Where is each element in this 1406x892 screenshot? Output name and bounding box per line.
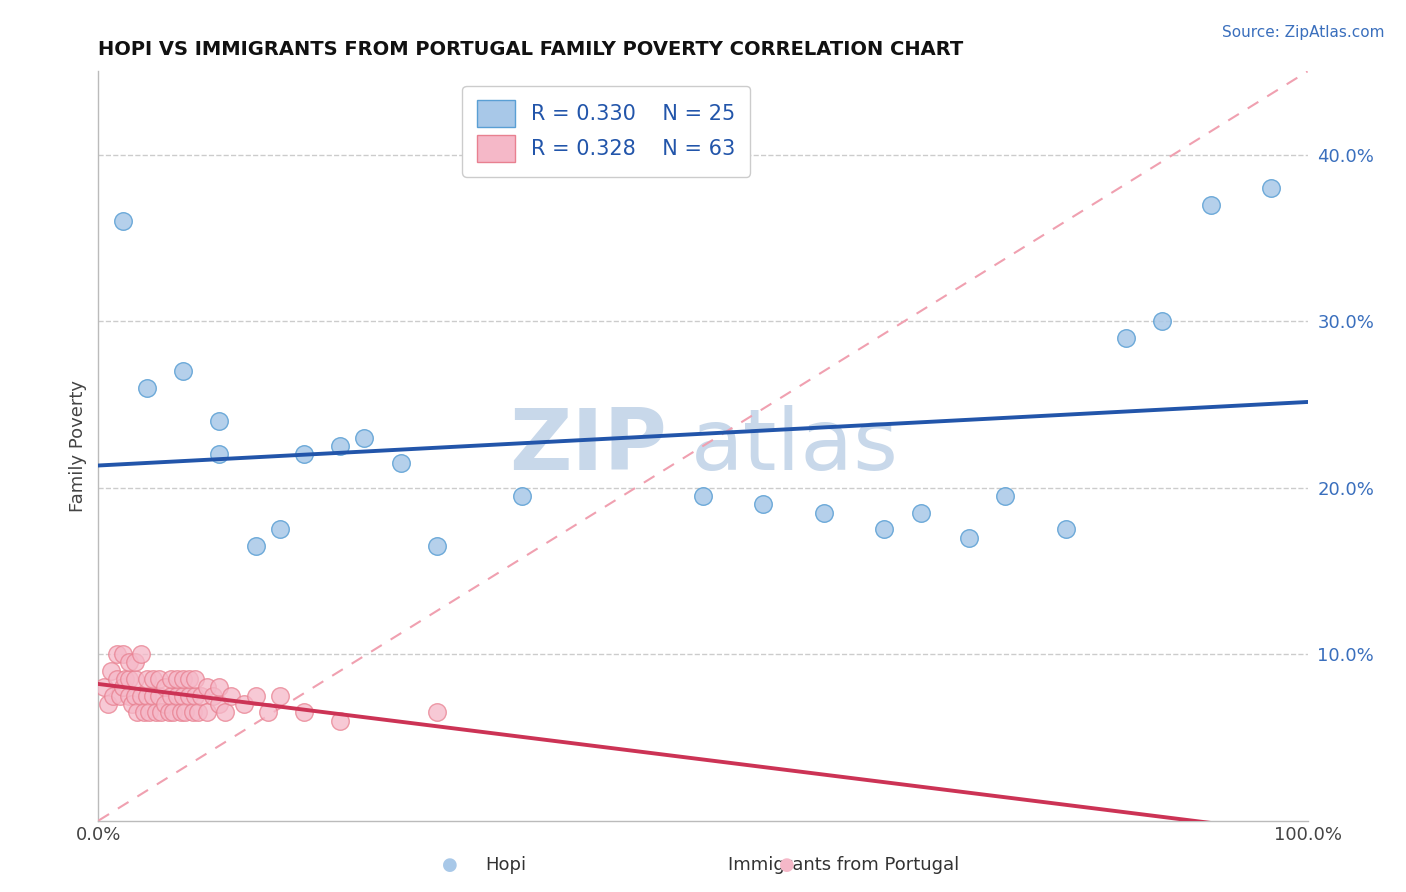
- Point: [134, 706, 156, 720]
- Point: [108, 689, 131, 703]
- Point: [142, 689, 165, 703]
- Point: [752, 497, 775, 511]
- Point: [166, 672, 188, 686]
- Point: [162, 706, 184, 720]
- Point: [166, 689, 188, 703]
- Point: [135, 672, 157, 686]
- Point: [100, 664, 122, 678]
- Text: atlas: atlas: [690, 404, 898, 488]
- Point: [245, 539, 267, 553]
- Point: [124, 672, 146, 686]
- Point: [105, 672, 128, 686]
- Point: [124, 689, 146, 703]
- Point: [184, 672, 207, 686]
- Point: [179, 672, 201, 686]
- Point: [214, 706, 236, 720]
- Point: [129, 689, 152, 703]
- Point: [105, 647, 128, 661]
- Point: [157, 706, 180, 720]
- Point: [208, 681, 231, 695]
- Point: [118, 689, 141, 703]
- Point: [329, 439, 352, 453]
- Point: [957, 531, 980, 545]
- Point: [910, 506, 932, 520]
- Point: [245, 689, 267, 703]
- Point: [135, 689, 157, 703]
- Point: [195, 681, 218, 695]
- Point: [135, 381, 157, 395]
- Point: [184, 689, 207, 703]
- Point: [353, 431, 375, 445]
- Point: [148, 672, 170, 686]
- Point: [1054, 522, 1077, 536]
- Point: [190, 689, 212, 703]
- Point: [118, 656, 141, 670]
- Point: [172, 364, 194, 378]
- Point: [994, 489, 1017, 503]
- Point: [153, 697, 176, 711]
- Point: [208, 414, 231, 428]
- Point: [138, 706, 160, 720]
- Point: [292, 447, 315, 461]
- Text: ●: ●: [779, 855, 796, 873]
- Point: [172, 689, 194, 703]
- Text: HOPI VS IMMIGRANTS FROM PORTUGAL FAMILY POVERTY CORRELATION CHART: HOPI VS IMMIGRANTS FROM PORTUGAL FAMILY …: [98, 39, 963, 59]
- Point: [256, 706, 278, 720]
- Point: [127, 706, 149, 720]
- Point: [114, 672, 136, 686]
- Point: [269, 522, 291, 536]
- Point: [124, 656, 146, 670]
- Point: [121, 697, 143, 711]
- Point: [1115, 331, 1137, 345]
- Point: [269, 689, 291, 703]
- Point: [111, 681, 134, 695]
- Point: [195, 706, 218, 720]
- Point: [510, 489, 533, 503]
- Point: [221, 689, 243, 703]
- Point: [232, 697, 254, 711]
- Text: ●: ●: [441, 855, 458, 873]
- Point: [153, 681, 176, 695]
- Y-axis label: Family Poverty: Family Poverty: [69, 380, 87, 512]
- Point: [118, 672, 141, 686]
- Point: [111, 647, 134, 661]
- Text: Hopi: Hopi: [485, 855, 527, 873]
- Point: [1152, 314, 1174, 328]
- Point: [148, 689, 170, 703]
- Point: [111, 214, 134, 228]
- Point: [426, 539, 449, 553]
- Point: [873, 522, 896, 536]
- Point: [208, 447, 231, 461]
- Point: [181, 706, 204, 720]
- Point: [692, 489, 714, 503]
- Point: [174, 706, 197, 720]
- Point: [208, 697, 231, 711]
- Point: [142, 672, 165, 686]
- Point: [187, 706, 209, 720]
- Point: [329, 714, 352, 728]
- Point: [97, 697, 120, 711]
- Point: [160, 689, 183, 703]
- Point: [150, 706, 173, 720]
- Point: [169, 706, 191, 720]
- Point: [160, 672, 183, 686]
- Point: [1260, 181, 1282, 195]
- Point: [101, 689, 124, 703]
- Point: [202, 689, 225, 703]
- Point: [172, 672, 194, 686]
- Text: ZIP: ZIP: [509, 404, 666, 488]
- Point: [1199, 197, 1222, 211]
- Point: [145, 706, 167, 720]
- Text: Source: ZipAtlas.com: Source: ZipAtlas.com: [1222, 25, 1385, 40]
- Text: Immigrants from Portugal: Immigrants from Portugal: [728, 855, 959, 873]
- Point: [129, 647, 152, 661]
- Point: [93, 681, 115, 695]
- Legend: R = 0.330    N = 25, R = 0.328    N = 63: R = 0.330 N = 25, R = 0.328 N = 63: [463, 86, 749, 177]
- Point: [179, 689, 201, 703]
- Point: [292, 706, 315, 720]
- Point: [389, 456, 412, 470]
- Point: [813, 506, 835, 520]
- Point: [426, 706, 449, 720]
